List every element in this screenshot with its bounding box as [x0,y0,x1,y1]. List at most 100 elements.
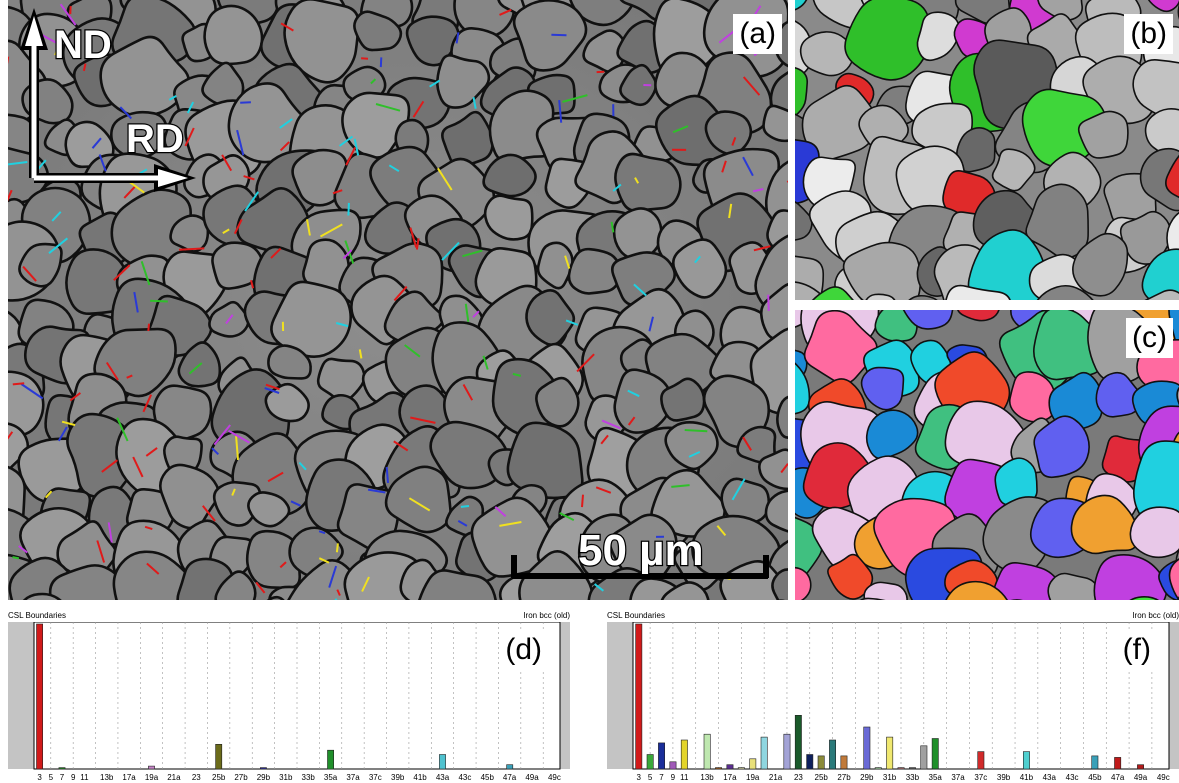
bar-29b [260,767,267,770]
bar-3 [635,623,643,770]
grain [569,0,636,27]
bar-5 [646,754,654,770]
csl-boundary-segment [634,177,640,184]
csl-boundary-segment [140,260,151,286]
csl-boundary-segment [415,238,420,250]
panel-label-a: (a) [733,14,782,54]
csl-boundary-segment [150,299,168,303]
grain [902,310,954,330]
grain [1077,110,1129,159]
tick-label-7: 7 [659,773,664,782]
bar-45b [1091,755,1099,770]
csl-boundary-segment [119,106,133,120]
grain [18,242,63,288]
csl-boundary-segment [688,450,701,458]
csl-boundary-segment [358,349,363,359]
grain [720,477,771,526]
csl-boundary-segment [601,419,621,430]
bar-33b [908,767,916,770]
tick-label-9: 9 [671,773,676,782]
csl-boundary-segment [59,3,77,26]
tick-label-43a: 43a [436,773,450,782]
grain [1144,289,1179,300]
tick-label-37a: 37a [346,773,360,782]
csl-boundary-segment [648,316,654,332]
tick-label-33b: 33b [302,773,316,782]
csl-boundary-segment [244,191,260,212]
csl-boundary-segment [186,101,195,114]
csl-boundary-segment [576,353,595,373]
bar-43a [439,754,446,770]
tick-label-43a: 43a [1043,773,1057,782]
tick-label-37c: 37c [369,773,382,782]
csl-boundary-segment [742,156,754,177]
csl-boundary-segment [255,581,266,594]
csl-boundary-segment [731,478,746,501]
tick-label-3: 3 [636,773,641,782]
csl-boundary-segment [228,429,250,444]
grain [22,592,62,600]
tick-label-17a: 17a [723,773,737,782]
tick-label-21a: 21a [769,773,783,782]
bar-27b [840,755,848,770]
grain [704,110,753,156]
csl-boundary-segment [412,100,425,118]
grain [860,366,905,411]
grain [660,377,706,422]
grain [719,560,788,600]
grain [1037,0,1083,22]
grain [270,280,352,358]
csl-boundary-segment [320,223,343,238]
csl-boundary-segment [731,137,737,146]
grain [283,0,360,84]
grain [795,362,811,415]
csl-boundary-segment [388,164,400,173]
micrograph-b: (b) [795,0,1179,300]
bar-47a [506,764,514,770]
grain [957,310,1000,322]
chart-left-margin [8,622,34,769]
csl-boundary-segment [20,383,44,400]
grain [801,84,880,161]
csl-boundary-segment [472,310,480,318]
csl-boundary-segment [145,447,158,457]
grain [1132,59,1179,119]
grain [214,570,257,600]
grain [441,110,495,168]
tick-label-7: 7 [60,773,65,782]
csl-boundary-segment [105,361,119,381]
rd-label: RD [126,117,184,161]
csl-boundary-segment [184,127,195,147]
bar-3 [36,623,43,770]
csl-boundary-segment [393,285,408,302]
tick-label-35a: 35a [929,773,943,782]
grain [863,581,908,600]
micrograph-b-image [795,0,1179,300]
bar-7 [58,767,66,770]
tick-label-39b: 39b [391,773,405,782]
tick-label-21a: 21a [167,773,181,782]
grain [799,31,855,77]
csl-boundary-segment [107,522,113,543]
csl-boundary-segment [51,211,62,222]
tick-label-27b: 27b [837,773,851,782]
csl-boundary-segment [409,227,418,248]
grain [436,54,491,109]
grain [1048,371,1104,431]
grain [764,489,788,533]
csl-boundary-segment [752,188,764,193]
csl-boundary-segment [91,137,102,149]
tick-label-29b: 29b [860,773,874,782]
tick-label-25b: 25b [212,773,226,782]
csl-boundary-segment [188,362,203,375]
csl-boundary-segment [113,264,131,281]
grain [874,310,918,343]
grain [916,11,960,62]
csl-boundary-segment [499,8,512,16]
csl-boundary-segment [455,32,460,44]
csl-boundary-segment [142,394,153,413]
grain [567,247,622,295]
csl-boundary-segment [69,392,82,402]
csl-boundary-segment [429,79,441,88]
micrograph-c: (c) [795,310,1179,600]
